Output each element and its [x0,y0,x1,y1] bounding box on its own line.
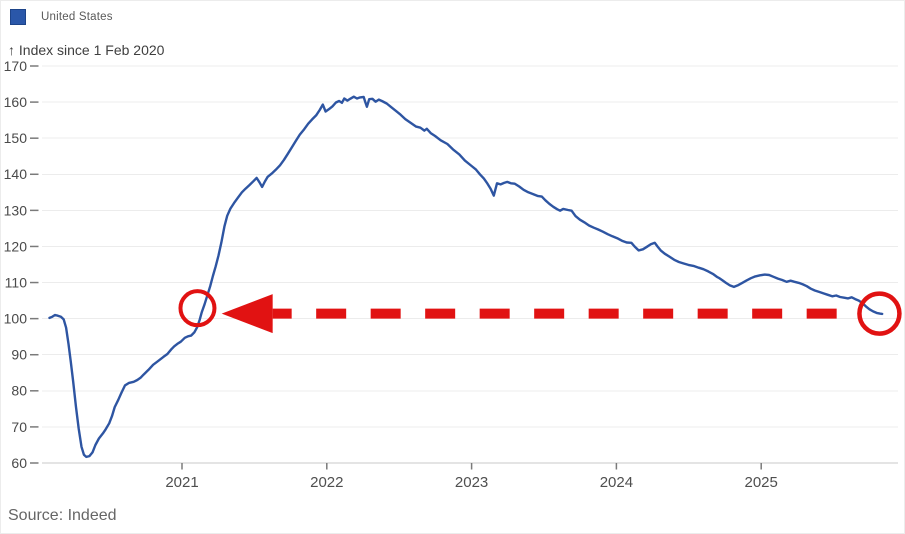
svg-text:130: 130 [4,202,28,218]
svg-text:170: 170 [4,58,28,74]
svg-text:150: 150 [4,130,28,146]
legend-swatch-united-states [10,9,26,25]
svg-text:120: 120 [4,238,28,254]
legend-label-united-states: United States [41,11,113,23]
svg-text:2024: 2024 [600,474,633,491]
arrow-head-left [221,294,273,334]
highlight-circle-2021-crossing [178,289,217,328]
source-note: Source: Indeed [8,507,117,524]
svg-text:110: 110 [5,274,28,290]
x-axis-labels: 2021 2022 2023 2024 2025 [165,463,778,491]
y-axis-labels: 60 70 80 90 100 110 120 130 140 150 160 170 [4,58,39,471]
annotation-arrow [178,289,902,336]
svg-text:70: 70 [11,419,27,435]
svg-text:2023: 2023 [455,474,488,491]
svg-text:2025: 2025 [745,474,778,491]
y-gridlines [42,65,898,464]
svg-text:80: 80 [11,383,27,399]
series-line-united-states [48,95,884,459]
y-axis-title: ↑ Index since 1 Feb 2020 [8,42,165,58]
svg-text:100: 100 [4,311,28,327]
svg-text:140: 140 [4,166,28,182]
svg-text:60: 60 [11,455,27,471]
highlight-circle-latest-value [857,291,902,336]
svg-text:2022: 2022 [310,474,343,491]
svg-text:160: 160 [4,94,28,110]
legend: United States [10,9,113,25]
svg-text:2021: 2021 [165,474,198,491]
svg-text:90: 90 [11,347,27,363]
